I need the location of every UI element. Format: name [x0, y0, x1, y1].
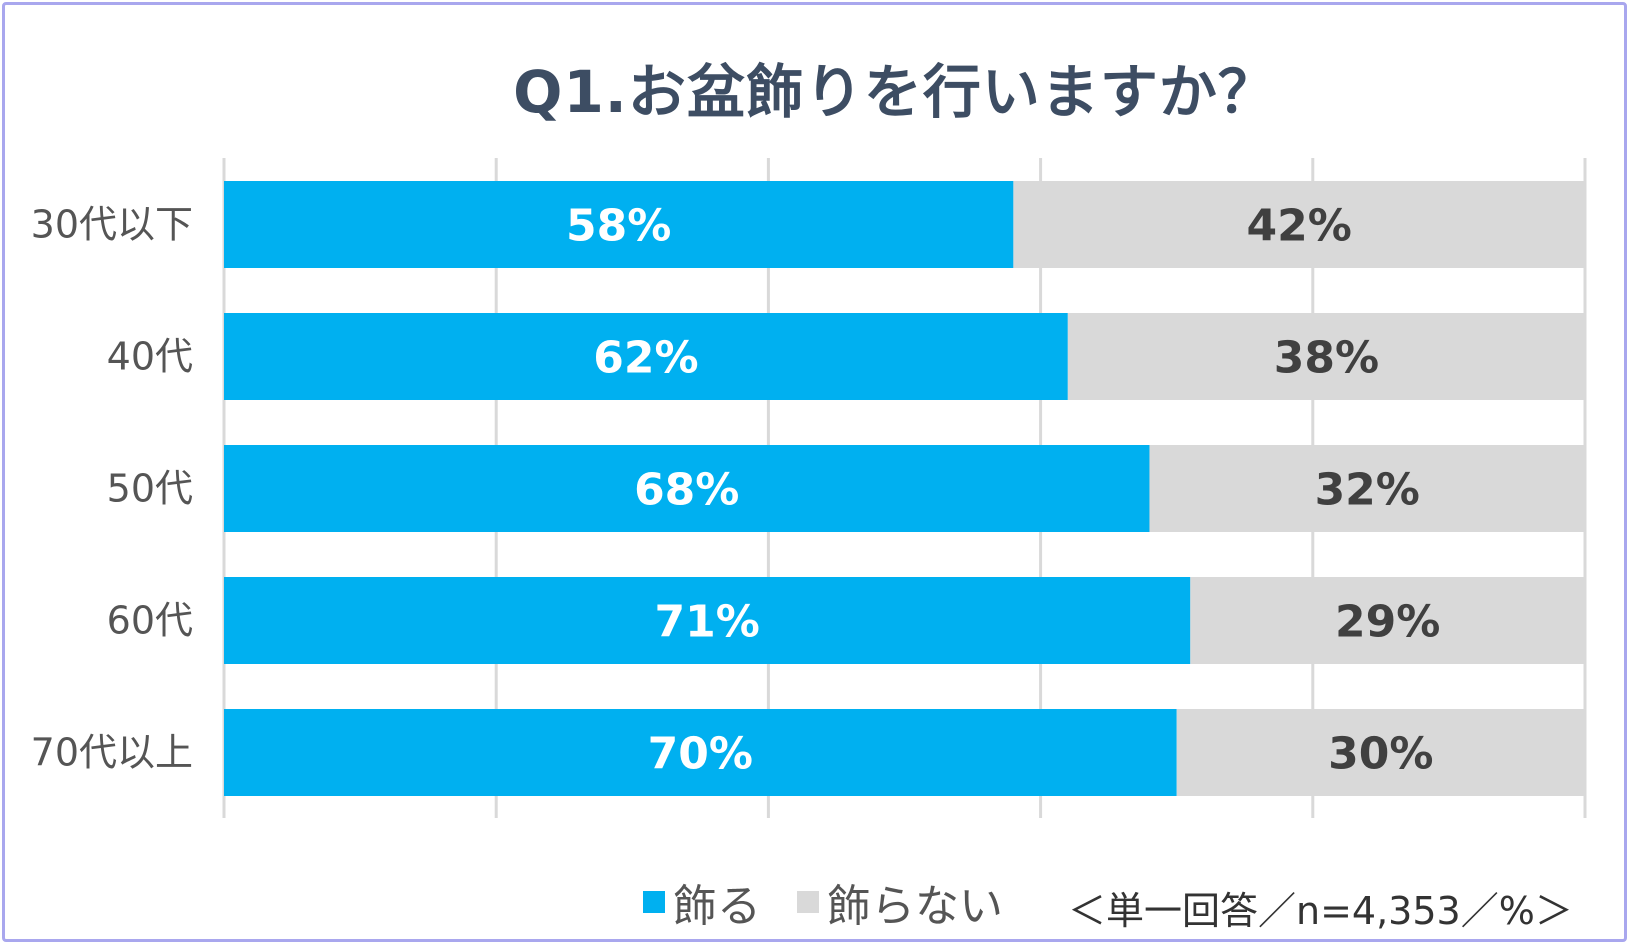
legend-item-1: 飾らない: [797, 872, 1003, 932]
data-label: 58%: [566, 201, 671, 252]
bar-segment-not-decorate: [1176, 709, 1585, 796]
legend-label-0: 飾る: [673, 881, 761, 932]
bar-segment-not-decorate: [1013, 181, 1585, 268]
data-label: 62%: [593, 333, 698, 384]
data-label: 38%: [1274, 333, 1379, 384]
sample-note: ＜単一回答／n=4,353／%＞: [1068, 889, 1573, 933]
data-label: 42%: [1247, 201, 1352, 252]
legend-item-0: 飾る: [643, 872, 761, 932]
category-label: 50代: [107, 467, 193, 511]
category-label: 60代: [107, 599, 193, 643]
bar-segment-decorate: [224, 313, 1068, 400]
bar-segment-decorate: [224, 445, 1150, 532]
bar-segment-not-decorate: [1190, 577, 1585, 664]
category-label: 40代: [107, 335, 193, 379]
bar-segment-decorate: [224, 709, 1177, 796]
data-label: 32%: [1315, 465, 1420, 516]
legend-label-1: 飾らない: [827, 881, 1003, 932]
data-label: 71%: [654, 597, 759, 648]
bar-segment-decorate: [224, 577, 1191, 664]
data-label: 68%: [634, 465, 739, 516]
data-label: 30%: [1328, 729, 1433, 780]
bar-segment-not-decorate: [1149, 445, 1585, 532]
legend-swatch-1: [797, 891, 819, 913]
category-label: 70代以上: [31, 731, 193, 775]
category-label: 30代以下: [31, 203, 193, 247]
data-label: 70%: [648, 729, 753, 780]
bar-segment-decorate: [224, 181, 1014, 268]
legend-swatch-0: [643, 891, 665, 913]
chart-title: Q1.お盆飾りを行いますか？: [513, 58, 1277, 126]
data-label: 29%: [1335, 597, 1440, 648]
bar-segment-not-decorate: [1067, 313, 1585, 400]
